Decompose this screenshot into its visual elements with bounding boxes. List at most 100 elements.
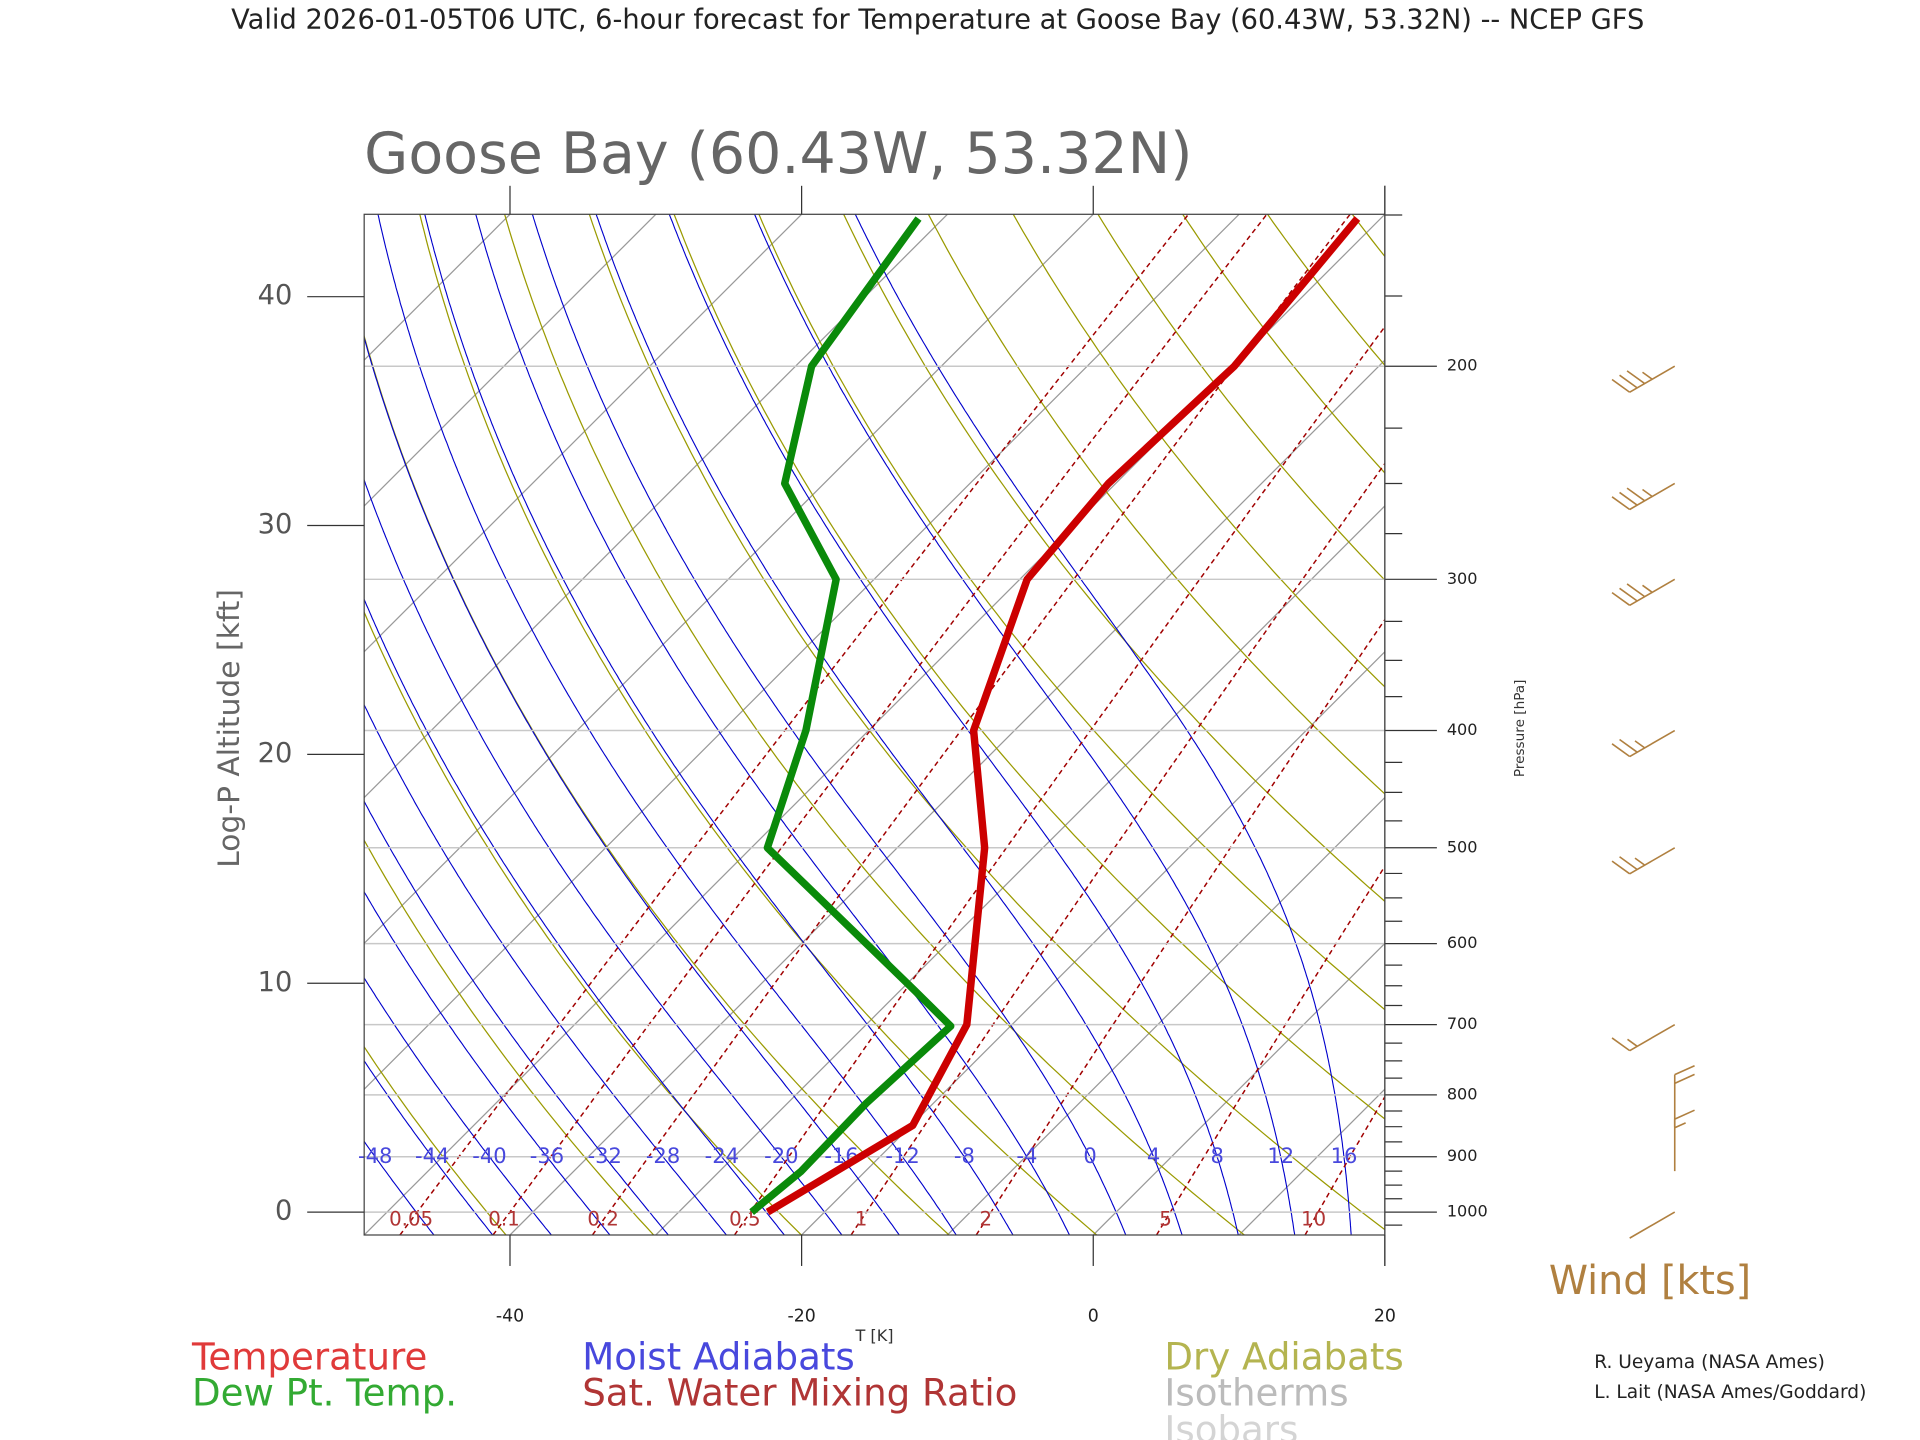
mixing-ratio-label: 0.2 (587, 1208, 618, 1231)
isotherm (655, 505, 1385, 1235)
isotherm (364, 214, 948, 799)
moist-adiabat-label: -28 (646, 1143, 680, 1168)
moist-adiabat-label: 8 (1210, 1143, 1223, 1168)
credit: L. Lait (NASA Ames/Goddard) (1594, 1382, 1866, 1403)
mixing-ratio-label: 0.1 (488, 1208, 519, 1231)
moist-adiabat-label: -20 (764, 1143, 798, 1168)
dry-adiabat (364, 839, 655, 1235)
y-tick-label: 0 (275, 1196, 292, 1227)
wind-barb (1611, 578, 1676, 607)
dry-adiabat (0, 214, 358, 1235)
mixing-ratio-label: 10 (1301, 1208, 1326, 1231)
moist-adiabat-label: -32 (588, 1143, 622, 1168)
mixing-ratio-line (399, 214, 1190, 1235)
pressure-tick-label: 900 (1447, 1146, 1478, 1165)
dry-adiabat (364, 334, 950, 1235)
pressure-tick-label: 700 (1447, 1014, 1478, 1033)
y-tick-label: 40 (258, 280, 293, 311)
moist-adiabat (364, 1059, 494, 1235)
wind-barb (1611, 847, 1676, 875)
moist-adiabat (364, 703, 728, 1235)
x-axis-label: T [K] (854, 1326, 893, 1345)
mixing-ratio-line (1304, 1095, 1385, 1235)
moist-adiabat (424, 214, 1014, 1235)
moist-adiabat (364, 598, 786, 1235)
moist-adiabat (854, 214, 1352, 1235)
moist-adiabat-label: -36 (530, 1143, 564, 1168)
moist-adiabat-label: 12 (1267, 1143, 1294, 1168)
legend-entry: Isobars (1164, 1408, 1298, 1440)
x-tick-label: 0 (1088, 1307, 1099, 1327)
mixing-ratio-line (975, 618, 1385, 1235)
dry-adiabat (364, 1045, 507, 1235)
moist-adiabat (377, 214, 957, 1235)
wind-barb (1611, 482, 1676, 511)
pressure-tick-label: 600 (1447, 933, 1478, 952)
wind-barb (1629, 1211, 1676, 1239)
dry-adiabat (588, 214, 1385, 1231)
moist-adiabat (753, 214, 1296, 1235)
pressure-tick-label: 300 (1447, 569, 1478, 588)
moist-adiabat-label: -44 (415, 1143, 449, 1168)
moist-adiabat (475, 214, 1071, 1235)
x-tick-label: 20 (1374, 1307, 1396, 1327)
y-tick-label: 30 (258, 509, 293, 540)
legend-entry: Dew Pt. Temp. (192, 1371, 457, 1414)
chart-title: Goose Bay (60.43W, 53.32N) (364, 121, 1192, 187)
moist-adiabat-label: -40 (472, 1143, 506, 1168)
credit: R. Ueyama (NASA Ames) (1594, 1352, 1825, 1373)
moist-adiabat (364, 890, 611, 1235)
x-tick-label: -40 (496, 1307, 524, 1327)
moist-adiabat-label: -8 (954, 1143, 975, 1168)
y-axis-label: Log-P Altitude [kft] (212, 589, 247, 868)
wind-barb (1673, 1065, 1695, 1127)
mixing-ratio-label: 0.05 (389, 1208, 433, 1231)
legend-entry: Sat. Water Mixing Ratio (582, 1371, 1017, 1414)
isotherm (1238, 1088, 1385, 1235)
moist-adiabat-label: -48 (358, 1143, 392, 1168)
isotherm (509, 359, 1385, 1235)
foreground: -48 -44 -40 -36 -32 -28 -24 -20 -16 -12 -8 -4 0 4 8 12 1… (258, 185, 1695, 1327)
moist-adiabat (364, 335, 900, 1235)
moist-adiabat-label: 16 (1331, 1143, 1358, 1168)
dry-adiabat (1267, 214, 1385, 367)
header: Valid 2026-01-05T06 UTC, 6-hour forecast… (231, 5, 1644, 36)
moist-adiabat-label: 0 (1083, 1143, 1096, 1168)
dry-adiabat (419, 214, 1098, 1235)
moist-adiabat (595, 214, 1183, 1235)
moist-adiabat (364, 800, 670, 1235)
mixing-ratio-line (850, 462, 1385, 1235)
moist-adiabat (531, 214, 1127, 1235)
mixing-ratio-line (591, 214, 1351, 1235)
profile-line (765, 216, 1361, 1216)
profile-line (749, 216, 955, 1215)
mixing-ratio-label: 1 (855, 1208, 868, 1231)
wind-barb (1673, 1109, 1695, 1172)
y-tick-label: 10 (258, 967, 293, 998)
dry-adiabat (1182, 214, 1385, 474)
pressure-tick-label: 1000 (1447, 1202, 1488, 1221)
mixing-ratio-label: 5 (1159, 1208, 1172, 1231)
legend-entry: Isotherms (1164, 1371, 1348, 1414)
dry-adiabat (1351, 214, 1385, 258)
wind-label: Wind [kts] (1549, 1258, 1751, 1304)
isotherm (364, 214, 1240, 1091)
moist-adiabat-label: -12 (885, 1143, 919, 1168)
mixing-ratio-line (1155, 864, 1385, 1235)
dry-adiabat (1522, 214, 1920, 1235)
wind-barb (1611, 729, 1676, 758)
moist-adiabat (364, 976, 553, 1235)
dry-adiabat (1097, 214, 1385, 581)
dry-adiabat (927, 214, 1385, 795)
wind-barb (1611, 1023, 1676, 1052)
dry-adiabat (504, 214, 1245, 1235)
isotherm (1092, 942, 1385, 1235)
mixing-ratio-label: 0.5 (729, 1208, 760, 1231)
wind-barb (1611, 365, 1676, 393)
legend-entry: Moist Adiabats (582, 1335, 855, 1378)
isotherm (946, 796, 1385, 1235)
mixing-ratio-line (733, 325, 1385, 1235)
pressure-tick-label: 500 (1447, 837, 1478, 856)
